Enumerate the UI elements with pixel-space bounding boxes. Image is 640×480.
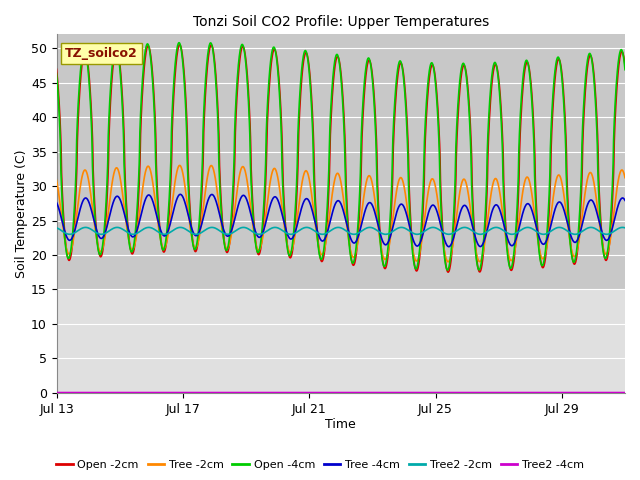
Text: TZ_soilco2: TZ_soilco2 <box>65 47 138 60</box>
Y-axis label: Soil Temperature (C): Soil Temperature (C) <box>15 149 28 278</box>
X-axis label: Time: Time <box>325 419 356 432</box>
Legend: Open -2cm, Tree -2cm, Open -4cm, Tree -4cm, Tree2 -2cm, Tree2 -4cm: Open -2cm, Tree -2cm, Open -4cm, Tree -4… <box>52 456 588 474</box>
Bar <box>56 35 625 289</box>
Title: Tonzi Soil CO2 Profile: Upper Temperatures: Tonzi Soil CO2 Profile: Upper Temperatur… <box>193 15 489 29</box>
